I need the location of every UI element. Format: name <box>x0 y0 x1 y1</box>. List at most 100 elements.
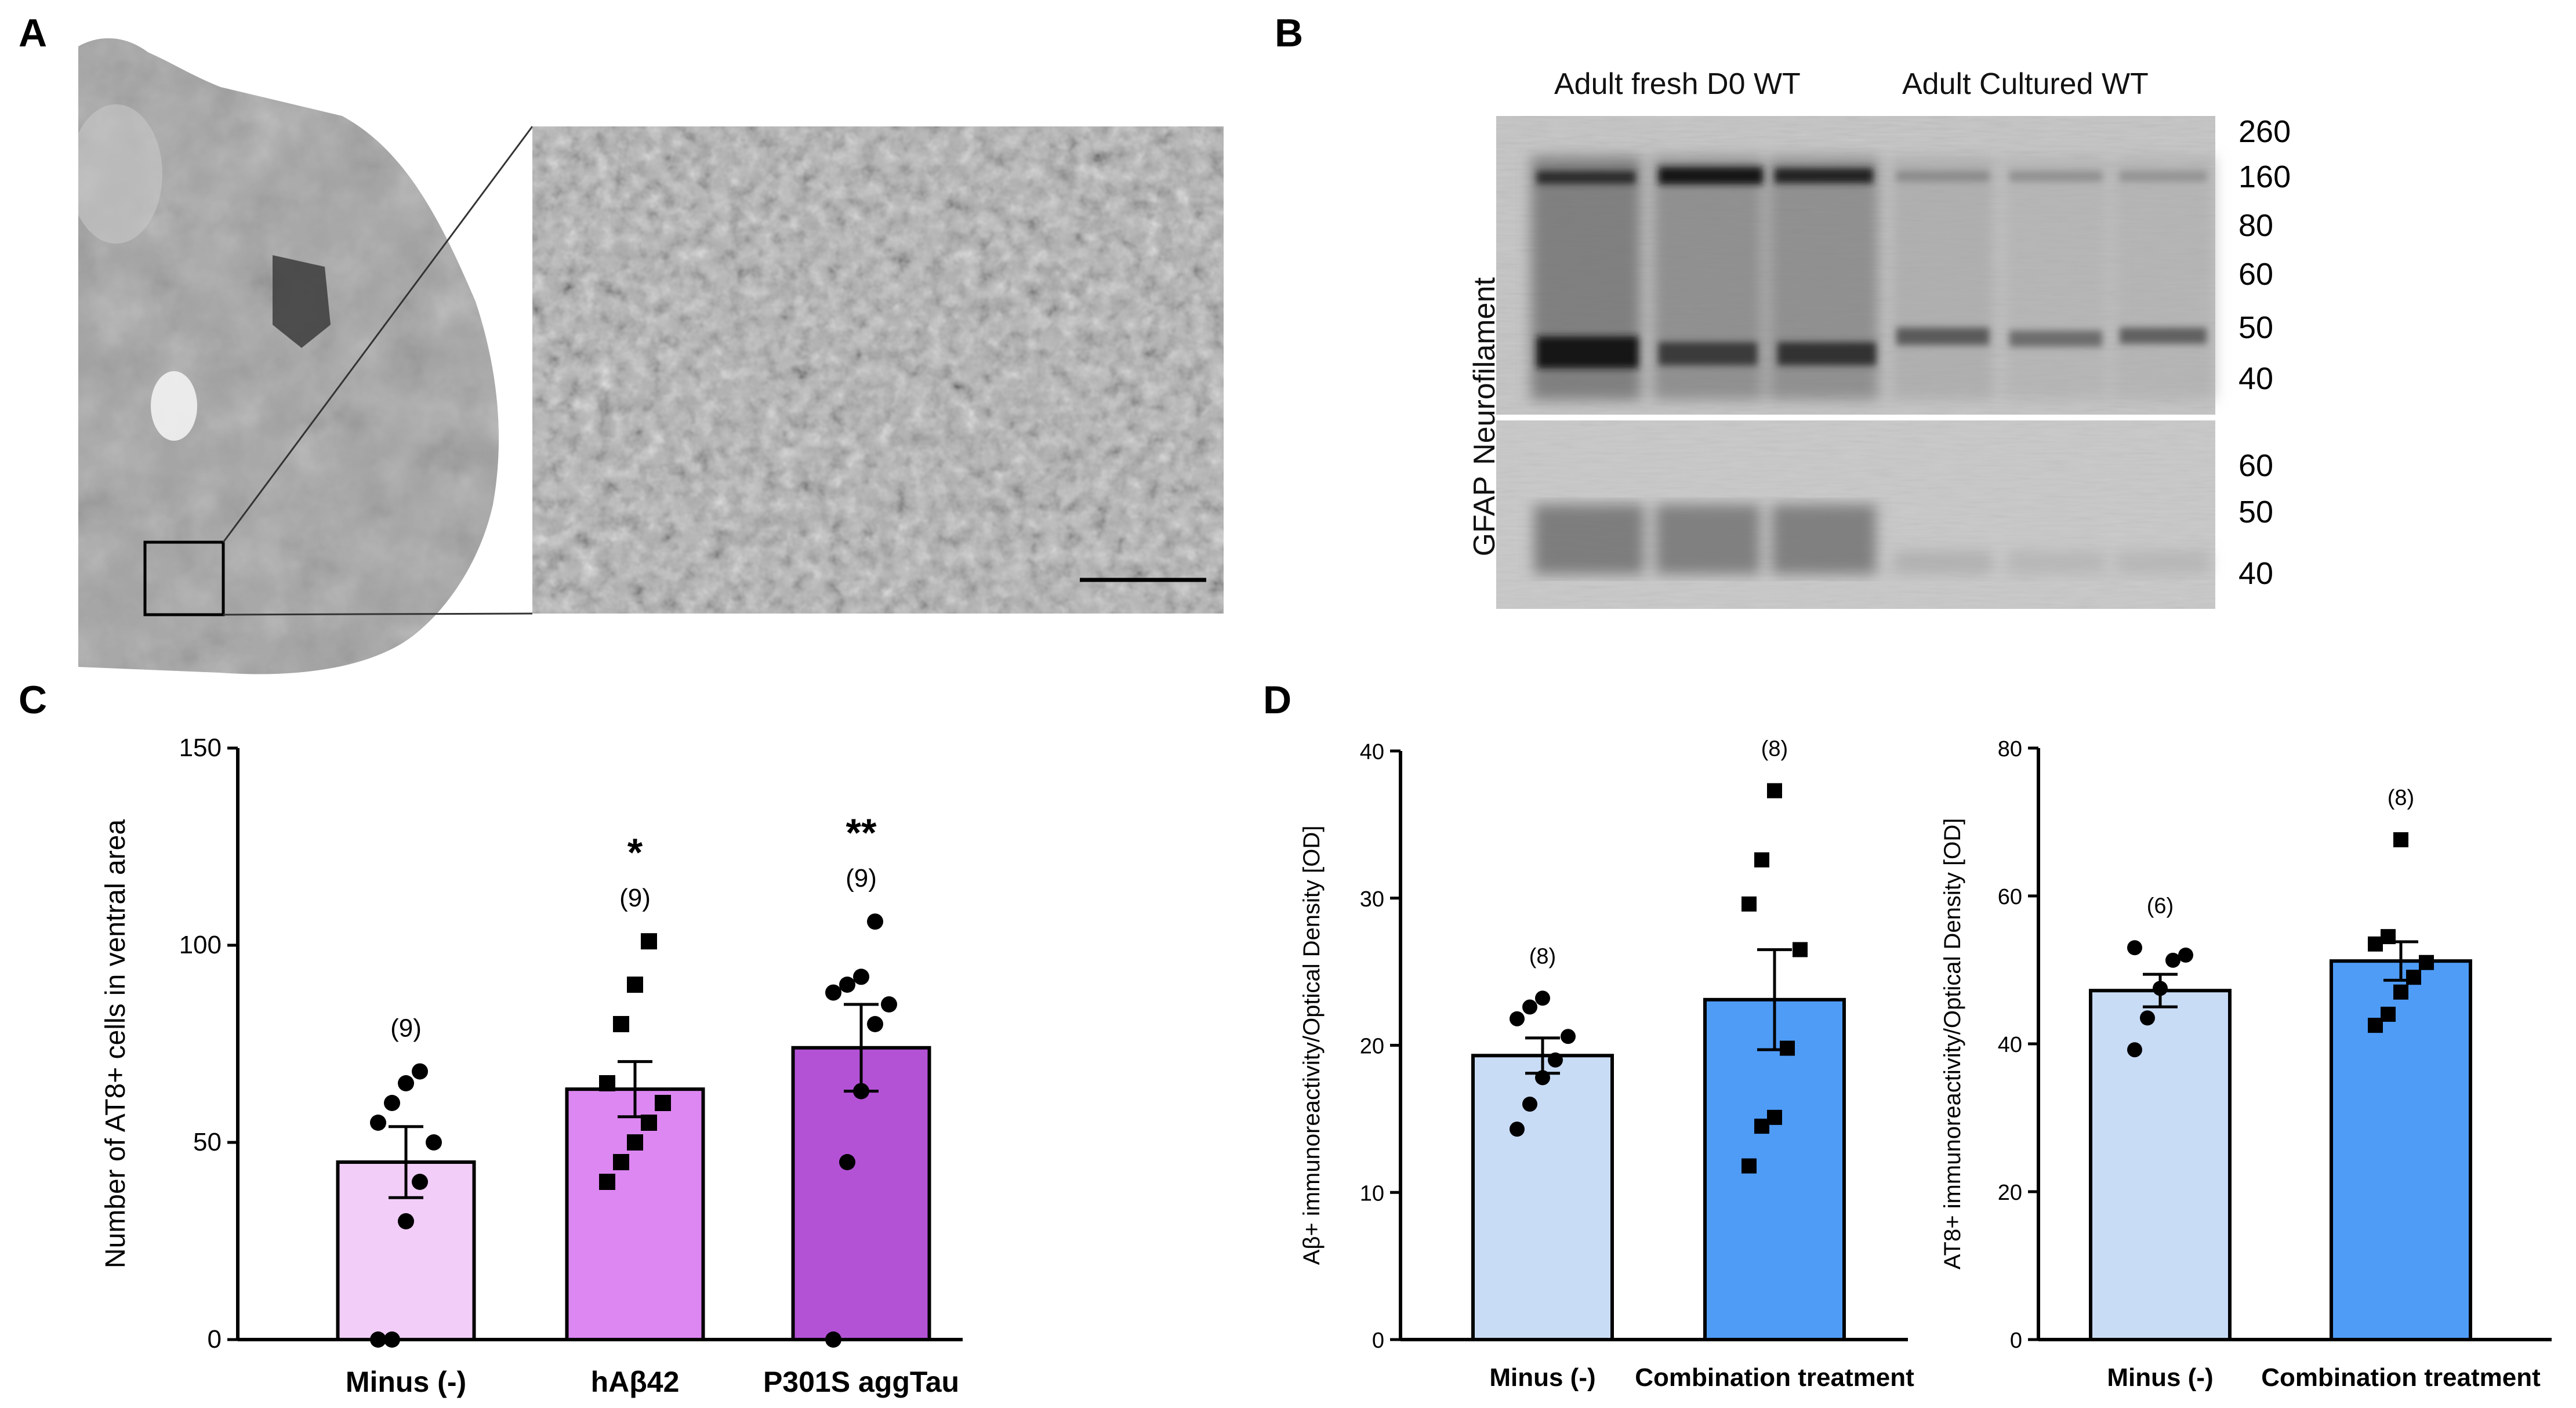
data-point <box>825 1331 841 1348</box>
data-point <box>2381 1007 2396 1022</box>
data-point <box>641 1115 657 1131</box>
category-label: P301S aggTau <box>763 1366 959 1398</box>
y-tick-label: 20 <box>1360 1035 1384 1059</box>
data-point <box>853 1083 869 1099</box>
y-tick-label: 0 <box>1372 1329 1384 1353</box>
data-point <box>853 968 869 985</box>
data-point <box>825 984 841 1001</box>
data-point <box>613 1154 629 1170</box>
data-point <box>2381 929 2396 945</box>
y-tick-label: 80 <box>1998 737 2022 761</box>
marker-nf-60: 60 <box>2238 257 2274 292</box>
panel-letter-a: A <box>19 11 48 55</box>
data-point <box>398 1213 414 1229</box>
y-tick-label: 60 <box>1998 885 2022 909</box>
data-point <box>627 1134 643 1151</box>
y-tick-label: 10 <box>1360 1181 1384 1206</box>
bar <box>1471 1054 1614 1341</box>
n-label: (9) <box>846 864 877 892</box>
data-point <box>867 913 883 930</box>
data-point <box>599 1174 615 1190</box>
y-tick-label: 0 <box>208 1325 222 1353</box>
n-label: (8) <box>1761 737 1788 761</box>
data-point <box>370 1331 386 1348</box>
data-point <box>1741 1158 1757 1174</box>
data-point <box>2368 1018 2383 1033</box>
y-tick-label: 40 <box>1998 1033 2022 1057</box>
n-label: (6) <box>2147 894 2174 918</box>
data-point <box>2393 984 2408 1000</box>
data-point <box>384 1095 400 1111</box>
data-point <box>839 977 855 993</box>
bar <box>565 1087 705 1341</box>
y-tick-label: 50 <box>193 1128 222 1156</box>
data-point <box>1535 990 1550 1006</box>
data-point <box>2178 948 2193 963</box>
n-label: (8) <box>1529 944 1556 968</box>
marker-nf-160: 160 <box>2238 159 2291 194</box>
data-point <box>384 1331 400 1348</box>
data-point <box>370 1115 386 1131</box>
y-tick-label: 150 <box>179 734 222 762</box>
data-point <box>1754 1119 1769 1134</box>
data-point <box>599 1075 615 1091</box>
y-axis-label: AT8+ immunoreactivity/Optical Density [O… <box>1940 818 1965 1269</box>
data-point <box>1741 896 1757 912</box>
n-label: (8) <box>2388 786 2414 810</box>
category-label: Combination treatment <box>1635 1363 1914 1392</box>
data-point <box>2419 955 2434 970</box>
neurofilament-blot <box>1496 116 2215 415</box>
data-point <box>655 1095 671 1111</box>
data-point <box>881 996 897 1013</box>
data-point <box>1522 999 1537 1015</box>
group-label-fresh: Adult fresh D0 WT <box>1554 67 1801 101</box>
data-point <box>1780 1040 1795 1056</box>
zoom-line-bottom <box>223 612 533 616</box>
data-point <box>1510 1122 1525 1137</box>
data-point <box>613 1016 629 1032</box>
data-point <box>2165 952 2180 968</box>
magnified-image <box>532 126 1224 614</box>
bar <box>2330 959 2472 1341</box>
significance-label: ** <box>846 811 877 855</box>
chart-d-left: 0 10 20 30 40 Aβ+ immunoreactivity/Optical De… <box>1299 737 1914 1392</box>
category-label: Minus (-) <box>1489 1363 1595 1392</box>
data-point <box>1522 1097 1537 1112</box>
marker-nf-50: 50 <box>2238 310 2274 345</box>
data-point <box>1510 1011 1525 1026</box>
brain-section-image <box>78 38 499 674</box>
data-point <box>1754 852 1769 868</box>
data-point <box>412 1174 428 1190</box>
data-point <box>2153 981 2168 996</box>
y-tick-label: 40 <box>1360 740 1384 764</box>
data-point <box>1548 1052 1563 1068</box>
marker-gfap-40: 40 <box>2238 556 2274 591</box>
group-label-cultured: Adult Cultured WT <box>1902 67 2149 101</box>
category-label: Combination treatment <box>2261 1363 2541 1392</box>
panel-letter-c: C <box>19 678 48 722</box>
category-label: Minus (-) <box>2107 1363 2213 1392</box>
chart-d-right: 0 20 40 60 80 AT8+ immunoreactivity/Optical D… <box>1940 737 2552 1392</box>
data-point <box>839 1154 855 1170</box>
blot-label-neurofilament: Neurofilament <box>1468 277 1501 465</box>
data-point <box>1535 1070 1550 1086</box>
data-point <box>627 977 643 993</box>
data-point <box>1561 1029 1576 1044</box>
y-axis-label: Number of AT8+ cells in ventral area <box>100 819 131 1268</box>
category-label: Minus (-) <box>346 1366 466 1398</box>
data-point <box>2140 1010 2155 1026</box>
y-tick-label: 100 <box>179 931 222 959</box>
panel-letter-d: D <box>1263 678 1292 722</box>
chart-c: 0 50 100 150 Number of AT8+ cells in ventral… <box>100 734 963 1398</box>
y-tick-label: 0 <box>2010 1329 2022 1353</box>
zoom-line-top <box>222 126 534 543</box>
panel-letter-b: B <box>1275 11 1304 55</box>
data-point <box>2406 970 2421 985</box>
marker-gfap-60: 60 <box>2238 448 2274 483</box>
inset-box <box>143 540 225 616</box>
data-point <box>426 1134 442 1151</box>
y-tick-label: 20 <box>1998 1181 2022 1205</box>
y-axis-label: Aβ+ immunoreactivity/Optical Density [OD… <box>1299 826 1325 1265</box>
data-point <box>398 1075 414 1091</box>
data-point <box>2393 832 2408 848</box>
